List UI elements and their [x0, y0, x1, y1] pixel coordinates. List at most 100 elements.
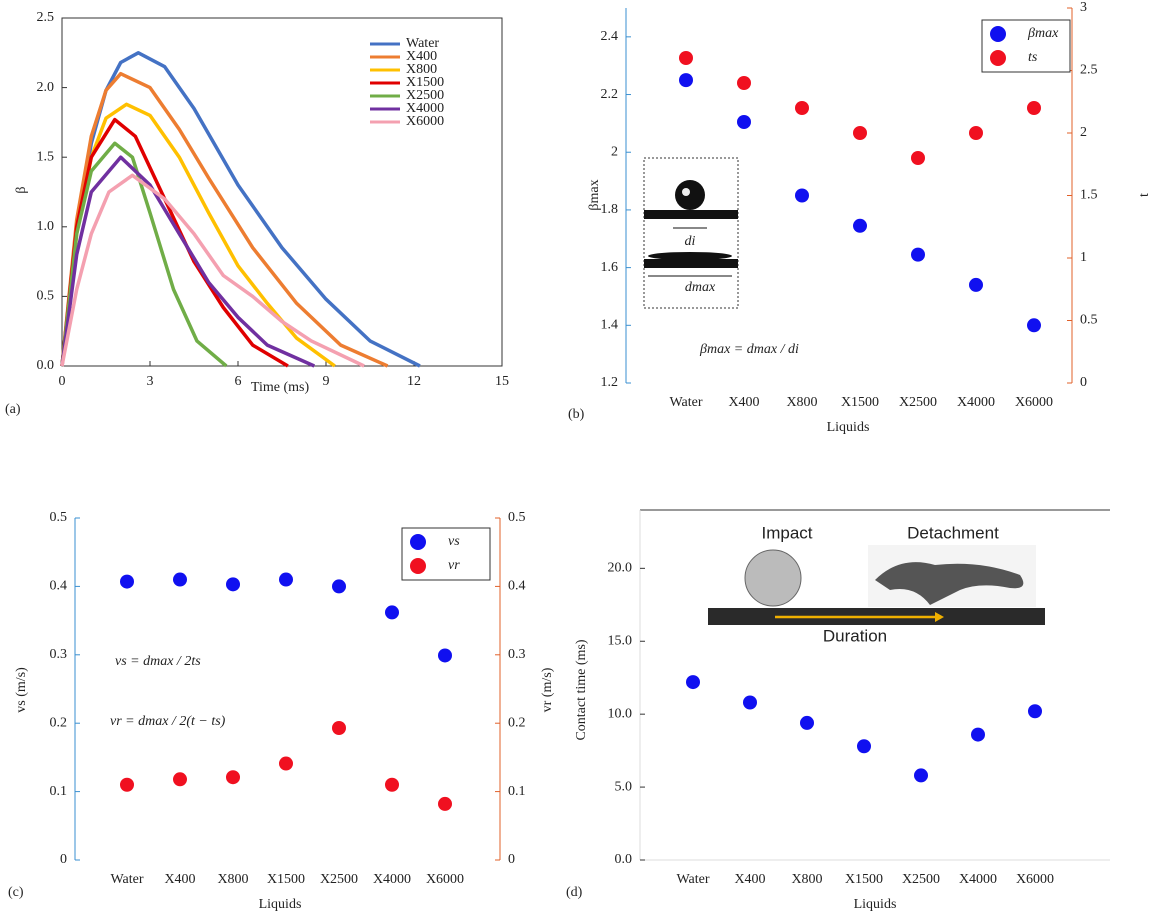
x-tick-label: X6000 [1015, 395, 1053, 410]
scatter-point [226, 577, 240, 592]
y-tick-label: 0.2 [50, 715, 68, 730]
substrate [644, 259, 738, 268]
y2-tick-label: 0.4 [508, 579, 526, 594]
droplet [744, 549, 802, 607]
legend-label: Water [406, 36, 439, 51]
inset-label: Duration [823, 626, 887, 645]
scatter-point [679, 73, 693, 88]
y-tick-label: 5.0 [615, 779, 633, 794]
x-tick-label: Water [110, 872, 143, 887]
x-tick-label: 12 [407, 374, 421, 389]
y-axis-label: Contact time (ms) [574, 639, 589, 740]
legend-swatch [990, 50, 1006, 66]
legend-label: ts [1028, 50, 1038, 65]
x-tick-label: X4000 [957, 395, 995, 410]
x-tick-label: X400 [728, 395, 759, 410]
scatter-point [279, 572, 293, 587]
substrate [644, 210, 738, 219]
y-tick-label: 1.0 [37, 219, 55, 234]
scatter-point [743, 695, 757, 710]
scatter-point [438, 796, 452, 811]
y-tick-label: 2.0 [37, 80, 55, 95]
inset-label: Impact [761, 523, 812, 542]
line-series [60, 141, 228, 368]
x-tick-label: X400 [164, 872, 195, 887]
y-tick-label: 1.6 [601, 260, 619, 275]
droplet-highlight [682, 188, 690, 196]
panel-label: (a) [5, 402, 21, 417]
y-tick-label: 1.2 [601, 375, 619, 390]
scatter-point [800, 715, 814, 730]
annotation: vr = dmax / 2(t − ts) [110, 714, 226, 729]
line-series [60, 117, 289, 368]
y-tick-label: 2.5 [37, 10, 55, 25]
y-axis-label: β [14, 186, 29, 193]
line-series [60, 155, 316, 368]
y-tick-label: 15.0 [608, 633, 633, 648]
x-tick-label: X1500 [841, 395, 879, 410]
scatter-point [737, 114, 751, 129]
line-series [60, 71, 389, 368]
x-tick-label: 0 [59, 374, 66, 389]
scatter-point [911, 151, 925, 165]
y2-tick-label: 0 [1080, 375, 1087, 390]
x-tick-label: X800 [217, 872, 248, 887]
scatter-point [385, 777, 399, 792]
line-series [60, 173, 365, 368]
scatter-point [332, 579, 346, 594]
y-axis-label: vs (m/s) [14, 667, 29, 713]
y-tick-label: 0.0 [37, 358, 55, 373]
inset-label: dmax [685, 280, 716, 295]
scatter-point [332, 720, 346, 735]
y-tick-label: 2.2 [601, 87, 619, 102]
inset-d: Impact Detachment Duration [708, 523, 1045, 645]
x-tick-label: X4000 [959, 872, 997, 887]
x-tick-label: X4000 [373, 872, 411, 887]
y2-tick-label: 0.5 [508, 510, 526, 525]
legend-label: vs [448, 534, 460, 549]
scatter-point [911, 247, 925, 262]
scatter-point [853, 126, 867, 140]
scatter-point [173, 572, 187, 587]
y2-axis-label: vr (m/s) [540, 667, 555, 712]
y2-axis-label: t [1137, 193, 1152, 197]
scatter-point [686, 675, 700, 690]
scatter-point [1028, 704, 1042, 719]
x-tick-label: X800 [791, 872, 822, 887]
scatter-point [914, 768, 928, 783]
scatter-point [1027, 101, 1041, 115]
scatter-point [969, 126, 983, 140]
y2-tick-label: 2.5 [1080, 63, 1098, 78]
droplet [675, 180, 705, 210]
y2-tick-label: 1.5 [1080, 188, 1098, 203]
panel-label: (b) [568, 407, 585, 422]
x-tick-label: X6000 [426, 872, 464, 887]
scatter-point [853, 218, 867, 233]
y-tick-label: 0.5 [50, 510, 68, 525]
scatter-point [679, 51, 693, 65]
x-tick-label: Water [676, 872, 709, 887]
scatter-point [173, 772, 187, 787]
y2-tick-label: 0.2 [508, 715, 526, 730]
scatter-point [385, 605, 399, 620]
x-tick-label: X1500 [267, 872, 305, 887]
plot-frame [61, 17, 503, 367]
legend-label: X2500 [406, 88, 444, 103]
x-axis-label: Liquids [854, 897, 897, 912]
legend-label: X1500 [406, 75, 444, 90]
panel-label: (c) [8, 885, 24, 900]
scatter-point [438, 648, 452, 663]
spread-droplet [648, 252, 732, 260]
annotation: βmax = dmax / di [699, 342, 799, 357]
legend-swatch [990, 26, 1006, 42]
x-tick-label: 9 [323, 374, 330, 389]
y-tick-label: 20.0 [608, 561, 633, 576]
y-tick-label: 0.1 [50, 784, 68, 799]
annotation: vs = dmax / 2ts [115, 654, 201, 669]
y2-tick-label: 0.5 [1080, 313, 1098, 328]
inset-b: di dmax [643, 157, 739, 309]
scatter-point [971, 727, 985, 742]
y-tick-label: 1.8 [601, 202, 619, 217]
